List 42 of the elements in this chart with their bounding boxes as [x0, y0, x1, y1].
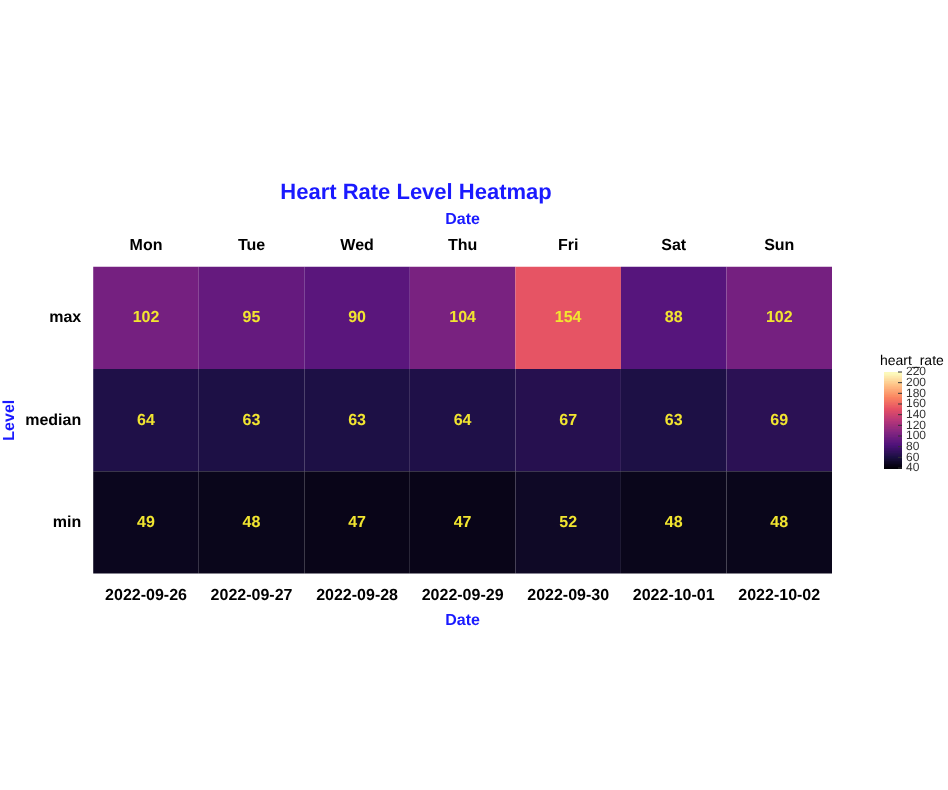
data-label: 48 — [770, 512, 790, 531]
data-label: 47 — [348, 512, 368, 531]
text: Fri — [557, 235, 579, 254]
text: Thu — [447, 235, 478, 254]
data-label: 63 — [242, 410, 262, 429]
text: Tue — [237, 235, 267, 254]
text: Wed — [340, 235, 375, 254]
x-axis-title: Date — [445, 610, 482, 629]
text: Sat — [661, 235, 687, 254]
x-tick-label: 2022-10-02 — [738, 585, 822, 604]
x-tick-label: 2022-09-27 — [210, 585, 294, 604]
data-label: 64 — [453, 410, 473, 429]
x-tick-label: 2022-09-26 — [105, 585, 189, 604]
data-label: 49 — [137, 512, 156, 531]
data-label: 63 — [664, 410, 684, 429]
y-tick-label: max — [49, 308, 83, 327]
x-tick-label: 2022-09-30 — [527, 585, 611, 604]
data-label: 90 — [348, 308, 368, 327]
chart-title: Heart Rate Level Heatmap — [280, 181, 553, 206]
data-label: 69 — [770, 410, 790, 429]
x2-axis-title: Date — [445, 210, 482, 229]
x-tick-label: 2022-09-29 — [421, 585, 505, 604]
data-label: 102 — [132, 308, 161, 327]
data-label: 88 — [664, 308, 684, 327]
data-label: 67 — [559, 410, 579, 429]
data-label: 48 — [664, 512, 684, 531]
data-label: 95 — [242, 308, 262, 327]
data-label: 63 — [348, 410, 368, 429]
x-tick-label: 2022-10-01 — [632, 585, 716, 604]
y-tick-label: min — [52, 512, 82, 531]
text: Mon — [129, 235, 163, 254]
data-label: 47 — [453, 512, 473, 531]
data-label: 154 — [554, 308, 583, 327]
y-axis-title: Level — [0, 399, 19, 441]
data-label: 52 — [559, 512, 579, 531]
y-tick-label: median — [25, 410, 82, 429]
x-tick-label: 2022-09-28 — [316, 585, 400, 604]
data-label: 102 — [765, 308, 794, 327]
text: Sun — [764, 235, 795, 254]
data-label: 48 — [242, 512, 262, 531]
data-label: 64 — [137, 410, 156, 429]
data-label: 104 — [449, 308, 478, 327]
